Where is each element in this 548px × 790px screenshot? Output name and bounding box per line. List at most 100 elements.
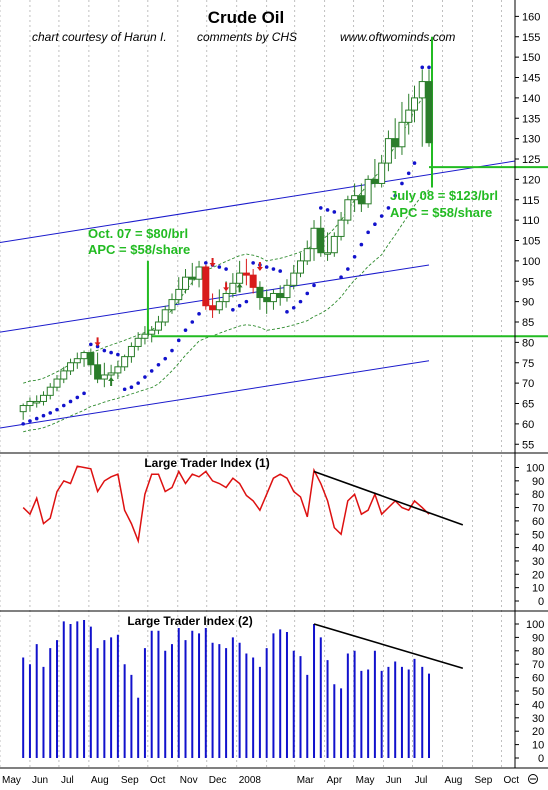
month-tick-label: Aug [91,775,109,786]
price-tick-label: 160 [522,11,540,23]
candle-body [337,219,345,237]
signal-arrow-down [94,337,101,347]
oct07-apc-annotation: APC = $58/share [88,242,190,257]
candle-body [371,178,379,184]
price-tick-label: 85 [522,317,534,329]
lower-envelope [23,189,430,433]
signal-arrow-down [256,262,263,272]
price-tick-label: 130 [522,134,540,146]
lti1-title: Large Trader Index (1) [144,456,269,470]
sar-dot [359,242,364,247]
month-tick-label: Jun [32,775,48,786]
sar-dot [21,422,25,426]
price-tick-label: 150 [522,52,540,64]
jul08-apc-annotation: APC = $58/share [390,205,492,220]
sar-dot [237,303,242,308]
upper-envelope [23,91,430,384]
lti1-tick-label: 80 [532,489,544,501]
candle-body [161,309,169,323]
candle-body [53,378,61,388]
lti1-tick-label: 0 [538,596,544,608]
candle-body [229,282,237,294]
lti1-series-line [22,465,430,544]
price-tick-label: 155 [522,32,540,44]
sar-dot [170,348,174,353]
candle-body [141,333,149,339]
sar-dot [244,299,249,304]
sar-dot [61,403,66,408]
sar-dot [231,307,235,312]
lti2-tick-label: 60 [532,673,544,685]
candle-body [330,235,338,254]
sar-dot [55,407,59,412]
lti1-tick-label: 60 [532,516,544,528]
lti2-tick-label: 30 [532,713,544,725]
candle-body [73,358,81,364]
month-tick-label: Jul [415,775,428,786]
sar-dot [271,267,276,271]
candle-body [114,366,122,374]
sar-dot [379,214,384,218]
sar-dot [352,254,357,259]
price-tick-label: 100 [522,256,540,268]
candle-body [121,356,129,368]
lti2-tick-label: 80 [532,646,544,658]
sar-dot [251,261,255,265]
candle-body [94,364,102,380]
lti2-tick-label: 50 [532,686,544,698]
month-tick-label: Sep [121,775,139,786]
sar-dot [412,161,417,165]
envelope-bands [23,91,430,433]
lti2-tick-label: 90 [532,632,544,644]
price-tick-label: 55 [522,439,534,451]
sar-dot [406,171,411,176]
lti1-tick-label: 40 [532,543,544,555]
sar-dot [386,206,391,210]
price-tick-label: 120 [522,174,540,186]
price-tick-label: 135 [522,113,540,125]
sar-dot [264,265,269,269]
candle-body [384,138,392,164]
candle-body [215,301,223,311]
scroll-end-icon [528,774,538,784]
candle-body [276,292,284,299]
lti1-tick-label: 90 [532,476,544,488]
candle-body [269,292,277,303]
lti2-tick-label: 10 [532,740,544,752]
candle-body [87,352,95,366]
month-tick-label: Sep [474,775,492,786]
sar-dot [68,399,73,404]
sar-dot [156,362,161,367]
sar-dot [339,275,343,279]
sar-dot [366,230,370,235]
price-tick-label: 60 [522,419,534,431]
lti1-tick-label: 10 [532,583,544,595]
sar-dot [305,291,310,296]
sar-dot [427,65,431,70]
sar-dot [143,375,147,379]
candle-body [100,374,108,380]
lti2-title: Large Trader Index (2) [127,614,252,628]
month-tick-label: Jun [386,775,402,786]
candle-body [107,372,115,376]
credit-courtesy: chart courtesy of Harun I. [32,30,167,44]
candle-body [202,266,210,307]
sar-dot [285,310,289,314]
price-tick-label: 145 [522,73,540,85]
price-tick-label: 95 [522,276,534,288]
lti2-trendline [313,623,464,669]
sar-dot [122,387,127,392]
price-tick-label: 125 [522,154,540,166]
price-tick-label: 70 [522,378,534,390]
signal-arrow-up [236,283,243,293]
price-tick-label: 75 [522,358,534,370]
candle-body [46,386,54,396]
sar-dot [204,261,208,265]
candle-body [188,276,196,280]
candle-body [310,227,318,250]
candle-body [175,288,183,301]
sar-dot [420,65,425,70]
candle-body [148,329,156,335]
candle-body [168,299,176,311]
sar-dot [373,222,377,226]
